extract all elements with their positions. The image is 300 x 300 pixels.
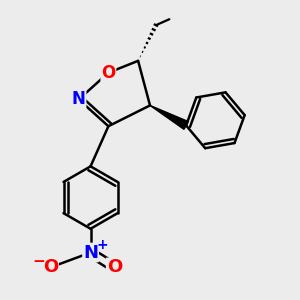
Text: N: N xyxy=(83,244,98,262)
Text: O: O xyxy=(43,258,58,276)
Text: O: O xyxy=(107,258,122,276)
Polygon shape xyxy=(150,105,188,129)
Text: N: N xyxy=(72,91,86,109)
Text: −: − xyxy=(32,254,45,269)
Text: +: + xyxy=(97,238,108,252)
Text: O: O xyxy=(101,64,116,82)
